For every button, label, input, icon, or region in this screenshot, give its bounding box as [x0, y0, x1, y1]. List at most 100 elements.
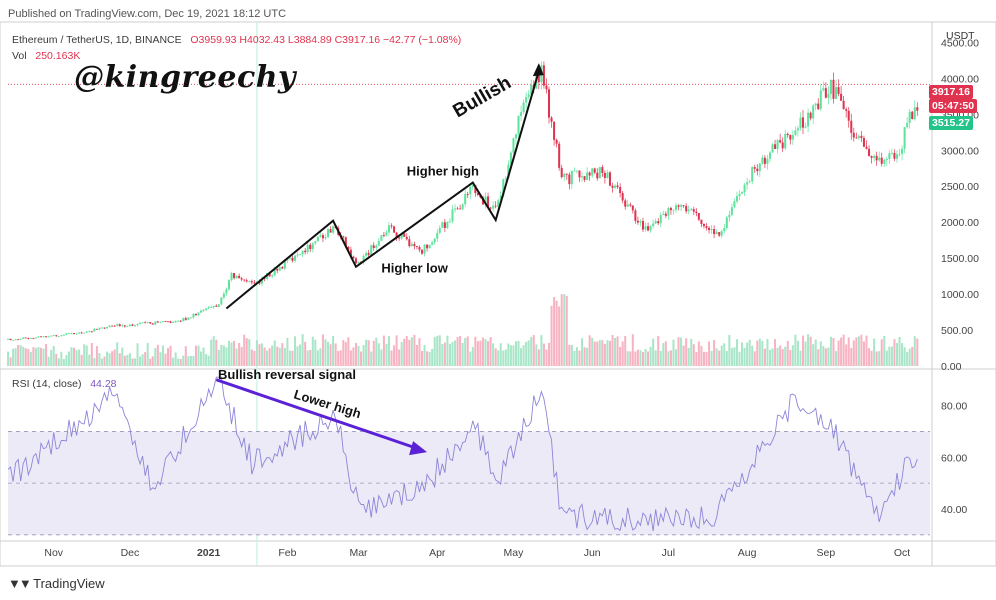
- volume-bar: [504, 349, 507, 366]
- volume-bar: [700, 345, 703, 366]
- candle-body: [469, 186, 472, 195]
- volume-bar: [177, 358, 180, 366]
- candle-body: [29, 338, 32, 339]
- volume-bar: [271, 345, 274, 366]
- volume-bar: [314, 339, 317, 366]
- candle-body: [718, 232, 721, 236]
- volume-bar: [253, 350, 256, 366]
- candle-body: [570, 170, 573, 185]
- candle-body: [674, 205, 678, 210]
- candle-body: [395, 232, 398, 238]
- volume-bar: [636, 349, 639, 366]
- volume-bar: [352, 347, 355, 366]
- volume-bar: [558, 306, 561, 366]
- time-axis-tick: Jul: [662, 547, 675, 559]
- volume-bar: [862, 341, 865, 366]
- volume-bar: [713, 339, 716, 366]
- candle-body: [509, 152, 512, 165]
- candle-body: [832, 79, 835, 99]
- candle-body: [354, 258, 357, 264]
- volume-bar: [512, 345, 515, 366]
- candle-body: [408, 239, 411, 247]
- volume-bar: [517, 340, 520, 366]
- candle-body: [514, 134, 518, 139]
- volume-bar: [205, 354, 208, 366]
- volume-bar: [835, 351, 838, 366]
- candle-body: [248, 281, 251, 282]
- candle-body: [22, 337, 25, 339]
- ohlc-values: O3959.93 H4032.43 L3884.89 C3917.16 −42.…: [190, 34, 462, 46]
- volume-bar: [354, 342, 357, 366]
- candle-body: [713, 229, 716, 235]
- candle-body: [314, 241, 317, 244]
- price-axis-tick: 0.00: [941, 361, 962, 373]
- volume-bar: [550, 305, 553, 366]
- volume-bar: [652, 338, 655, 366]
- time-axis-tick: Sep: [817, 547, 836, 559]
- volume-bar: [184, 346, 187, 366]
- candle-body: [624, 200, 627, 207]
- volume-bar: [842, 334, 845, 366]
- volume-bar: [146, 343, 149, 366]
- footer-brand[interactable]: ▼▼ TradingView: [8, 576, 105, 591]
- candle-body: [227, 279, 230, 290]
- candle-body: [240, 278, 243, 280]
- volume-bar: [136, 343, 139, 366]
- candle-body: [37, 336, 40, 338]
- candle-body: [215, 305, 218, 307]
- candle-body: [827, 94, 830, 98]
- volume-bar: [172, 357, 175, 366]
- candle-body: [200, 310, 203, 313]
- volume-bar: [14, 348, 17, 366]
- candle-body: [530, 84, 533, 95]
- volume-bar: [332, 335, 335, 366]
- volume-bar: [227, 340, 230, 366]
- volume-bar: [695, 351, 698, 366]
- volume-bar: [327, 341, 330, 366]
- candle-body: [220, 297, 223, 305]
- candle-body: [344, 237, 347, 247]
- candle-body: [489, 207, 492, 209]
- candle-body: [365, 252, 368, 256]
- volume-bar: [316, 350, 319, 366]
- candle-body: [870, 156, 873, 158]
- volume-bar: [106, 351, 109, 366]
- candle-body: [730, 207, 733, 215]
- candle-body: [596, 172, 599, 179]
- price-axis-tick: 500.00: [941, 325, 973, 337]
- volume-bar: [720, 345, 723, 366]
- volume-bar: [591, 337, 594, 366]
- candle-body: [179, 320, 182, 322]
- candle-body: [121, 325, 124, 327]
- lower-high-arrow-head: [409, 441, 428, 456]
- volume-bar: [553, 297, 556, 366]
- candle-body: [103, 327, 106, 329]
- published-note: Published on TradingView.com, Dec 19, 20…: [8, 8, 287, 20]
- volume-bar: [293, 336, 297, 366]
- volume-bar: [443, 342, 446, 366]
- candle-body: [771, 144, 774, 153]
- volume-bar: [588, 335, 591, 366]
- candle-body: [278, 267, 281, 271]
- candle-body: [829, 79, 832, 95]
- candle-body: [504, 178, 507, 180]
- volume-bar: [667, 351, 670, 366]
- volume-bar: [662, 343, 665, 366]
- volume-bar: [187, 356, 190, 366]
- price-axis-tick: 4500.00: [941, 37, 979, 49]
- volume-bar: [649, 346, 652, 366]
- candle-body: [748, 181, 751, 183]
- candle-body: [581, 176, 584, 178]
- volume-bar: [563, 293, 566, 366]
- candle-body: [601, 167, 604, 173]
- candle-body: [73, 333, 76, 335]
- symbol-header: Ethereum / TetherUS, 1D, BINANCE O3959.9…: [12, 34, 461, 46]
- volume-bar: [852, 340, 855, 366]
- candle-body: [281, 267, 284, 269]
- candle-body: [398, 237, 401, 239]
- candle-body: [461, 204, 464, 210]
- time-axis-tick: Feb: [278, 547, 296, 559]
- green-level-tag: 3515.27: [929, 116, 973, 130]
- candle-body: [568, 174, 571, 185]
- volume-bar: [42, 348, 45, 366]
